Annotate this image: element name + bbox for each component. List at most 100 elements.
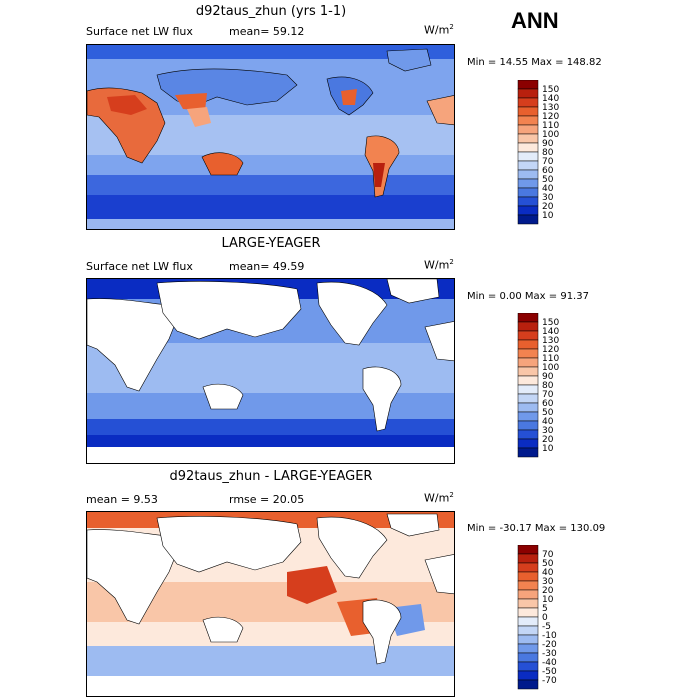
colorbar-tick-label: 100 bbox=[542, 130, 559, 140]
colorbar-swatch bbox=[517, 133, 539, 144]
colorbar-tick-label: 30 bbox=[542, 577, 554, 587]
colorbar-tick-label: 140 bbox=[542, 94, 559, 104]
colorbar-tick-label: 50 bbox=[542, 408, 554, 418]
colorbar-tick-label: 60 bbox=[542, 166, 554, 176]
colorbar-swatch bbox=[517, 142, 539, 153]
colorbar-tick-label: 50 bbox=[542, 175, 554, 185]
colorbar-swatch bbox=[517, 598, 539, 609]
colorbar-tick-label: 130 bbox=[542, 103, 559, 113]
colorbar-swatch bbox=[517, 679, 539, 690]
colorbar-tick-label: 120 bbox=[542, 112, 559, 122]
colorbar-tick-label: 60 bbox=[542, 399, 554, 409]
colorbar-tick-label: 50 bbox=[542, 559, 554, 569]
colorbar-tick-label: 30 bbox=[542, 193, 554, 203]
colorbar-swatch bbox=[517, 607, 539, 618]
colorbar-swatch bbox=[517, 571, 539, 582]
colorbar-swatch bbox=[517, 375, 539, 386]
colorbar-tick-label: -20 bbox=[542, 640, 557, 650]
panel-2-variable-label: Surface net LW flux bbox=[86, 260, 193, 273]
colorbar-tick-label: 120 bbox=[542, 345, 559, 355]
colorbar-swatch bbox=[517, 196, 539, 207]
colorbar-tick-label: 0 bbox=[542, 613, 548, 623]
colorbar-swatch bbox=[517, 115, 539, 126]
colorbar-swatch bbox=[517, 313, 539, 323]
colorbar-tick-label: 10 bbox=[542, 211, 554, 221]
colorbar-tick-label: 150 bbox=[542, 85, 559, 95]
colorbar-swatch bbox=[517, 661, 539, 672]
colorbar-swatch bbox=[517, 438, 539, 449]
colorbar-tick-label: 110 bbox=[542, 121, 559, 131]
colorbar-swatch bbox=[517, 88, 539, 99]
colorbar-swatch bbox=[517, 643, 539, 654]
panel-1-title: d92taus_zhun (yrs 1-1) bbox=[195, 4, 347, 19]
panel-1-variable-label: Surface net LW flux bbox=[86, 25, 193, 38]
colorbar-tick-label: 10 bbox=[542, 595, 554, 605]
colorbar-swatch bbox=[517, 339, 539, 350]
colorbar-swatch bbox=[517, 124, 539, 135]
colorbar-tick-label: 5 bbox=[542, 604, 548, 614]
colorbar-tick-label: -50 bbox=[542, 667, 557, 677]
panel-2-mean-label: mean= 49.59 bbox=[229, 260, 305, 273]
colorbar-swatch bbox=[517, 330, 539, 341]
colorbar-swatch bbox=[517, 160, 539, 171]
colorbar-swatch bbox=[517, 580, 539, 591]
colorbar-tick-label: 20 bbox=[542, 586, 554, 596]
panel-3-rmse-label: rmse = 20.05 bbox=[229, 493, 305, 506]
colorbar-tick-label: 20 bbox=[542, 435, 554, 445]
panel-2-min-max: Min = 0.00 Max = 91.37 bbox=[467, 291, 589, 302]
colorbar-swatch bbox=[517, 357, 539, 368]
colorbar-swatch bbox=[517, 625, 539, 636]
colorbar-swatch bbox=[517, 169, 539, 180]
panel-1-units: W/m2 bbox=[424, 23, 454, 37]
colorbar-tick-label: -10 bbox=[542, 631, 557, 641]
colorbar-swatch bbox=[517, 366, 539, 377]
colorbar-swatch bbox=[517, 205, 539, 216]
colorbar-tick-label: 80 bbox=[542, 381, 554, 391]
colorbar-tick-label: 40 bbox=[542, 568, 554, 578]
colorbar-tick-label: 140 bbox=[542, 327, 559, 337]
colorbar-tick-label: 70 bbox=[542, 390, 554, 400]
colorbar-tick-label: 40 bbox=[542, 417, 554, 427]
colorbar-swatch bbox=[517, 106, 539, 117]
colorbar-swatch bbox=[517, 429, 539, 440]
colorbar-swatch bbox=[517, 80, 539, 90]
colorbar-swatch bbox=[517, 348, 539, 359]
panel-2-units: W/m2 bbox=[424, 258, 454, 272]
panel-1-min-max: Min = 14.55 Max = 148.82 bbox=[467, 57, 602, 68]
panel-1-mean-label: mean= 59.12 bbox=[229, 25, 305, 38]
colorbar-tick-label: 80 bbox=[542, 148, 554, 158]
colorbar-swatch bbox=[517, 553, 539, 564]
colorbar-swatch bbox=[517, 670, 539, 681]
panel-3-mean-label: mean = 9.53 bbox=[86, 493, 158, 506]
colorbar-swatch bbox=[517, 402, 539, 413]
colorbar-swatch bbox=[517, 589, 539, 600]
colorbar-tick-label: -70 bbox=[542, 676, 557, 686]
colorbar-swatch bbox=[517, 420, 539, 431]
colorbar-tick-label: 70 bbox=[542, 550, 554, 560]
colorbar-tick-label: 30 bbox=[542, 426, 554, 436]
colorbar-swatch bbox=[517, 393, 539, 404]
panel-3-map bbox=[86, 511, 455, 697]
colorbar-tick-label: -40 bbox=[542, 658, 557, 668]
colorbar-swatch bbox=[517, 178, 539, 189]
colorbar-swatch bbox=[517, 321, 539, 332]
colorbar-tick-label: 40 bbox=[542, 184, 554, 194]
panel-2-title: LARGE-YEAGER bbox=[221, 236, 321, 251]
colorbar-tick-label: 150 bbox=[542, 318, 559, 328]
colorbar-tick-label: 90 bbox=[542, 139, 554, 149]
colorbar-tick-label: 70 bbox=[542, 157, 554, 167]
colorbar-swatch bbox=[517, 545, 539, 555]
panel-3-map-svg bbox=[87, 512, 454, 696]
colorbar-tick-label: 100 bbox=[542, 363, 559, 373]
colorbar-swatch bbox=[517, 634, 539, 645]
colorbar-tick-label: 10 bbox=[542, 444, 554, 454]
panel-3-title: d92taus_zhun - LARGE-YEAGER bbox=[169, 469, 373, 484]
colorbar-swatch bbox=[517, 187, 539, 198]
colorbar-swatch bbox=[517, 151, 539, 162]
colorbar-tick-label: -30 bbox=[542, 649, 557, 659]
colorbar-swatch bbox=[517, 562, 539, 573]
panel-2-map bbox=[86, 278, 455, 464]
